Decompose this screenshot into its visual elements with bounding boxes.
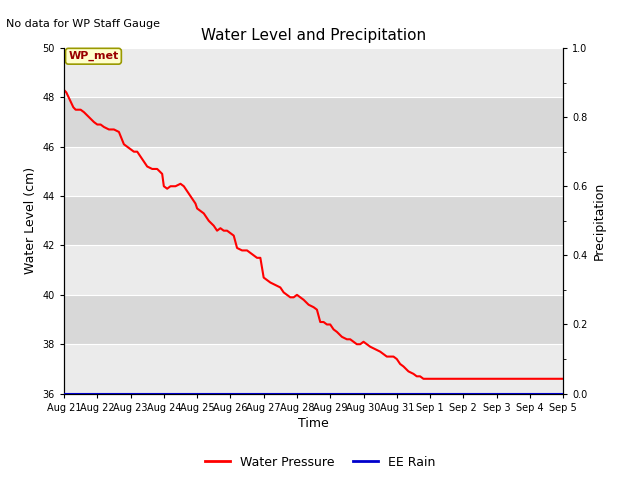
Y-axis label: Water Level (cm): Water Level (cm) <box>24 167 37 275</box>
Bar <box>64 344 563 394</box>
Bar <box>64 295 563 344</box>
Y-axis label: Precipitation: Precipitation <box>593 181 606 260</box>
Bar <box>64 147 563 196</box>
Bar <box>64 97 563 147</box>
X-axis label: Time: Time <box>298 417 329 430</box>
Legend: Water Pressure, EE Rain: Water Pressure, EE Rain <box>200 451 440 474</box>
Text: WP_met: WP_met <box>68 51 118 61</box>
Bar <box>64 245 563 295</box>
Bar <box>64 48 563 97</box>
Bar <box>64 196 563 245</box>
Text: No data for WP Staff Gauge: No data for WP Staff Gauge <box>6 19 161 29</box>
Title: Water Level and Precipitation: Water Level and Precipitation <box>201 28 426 43</box>
